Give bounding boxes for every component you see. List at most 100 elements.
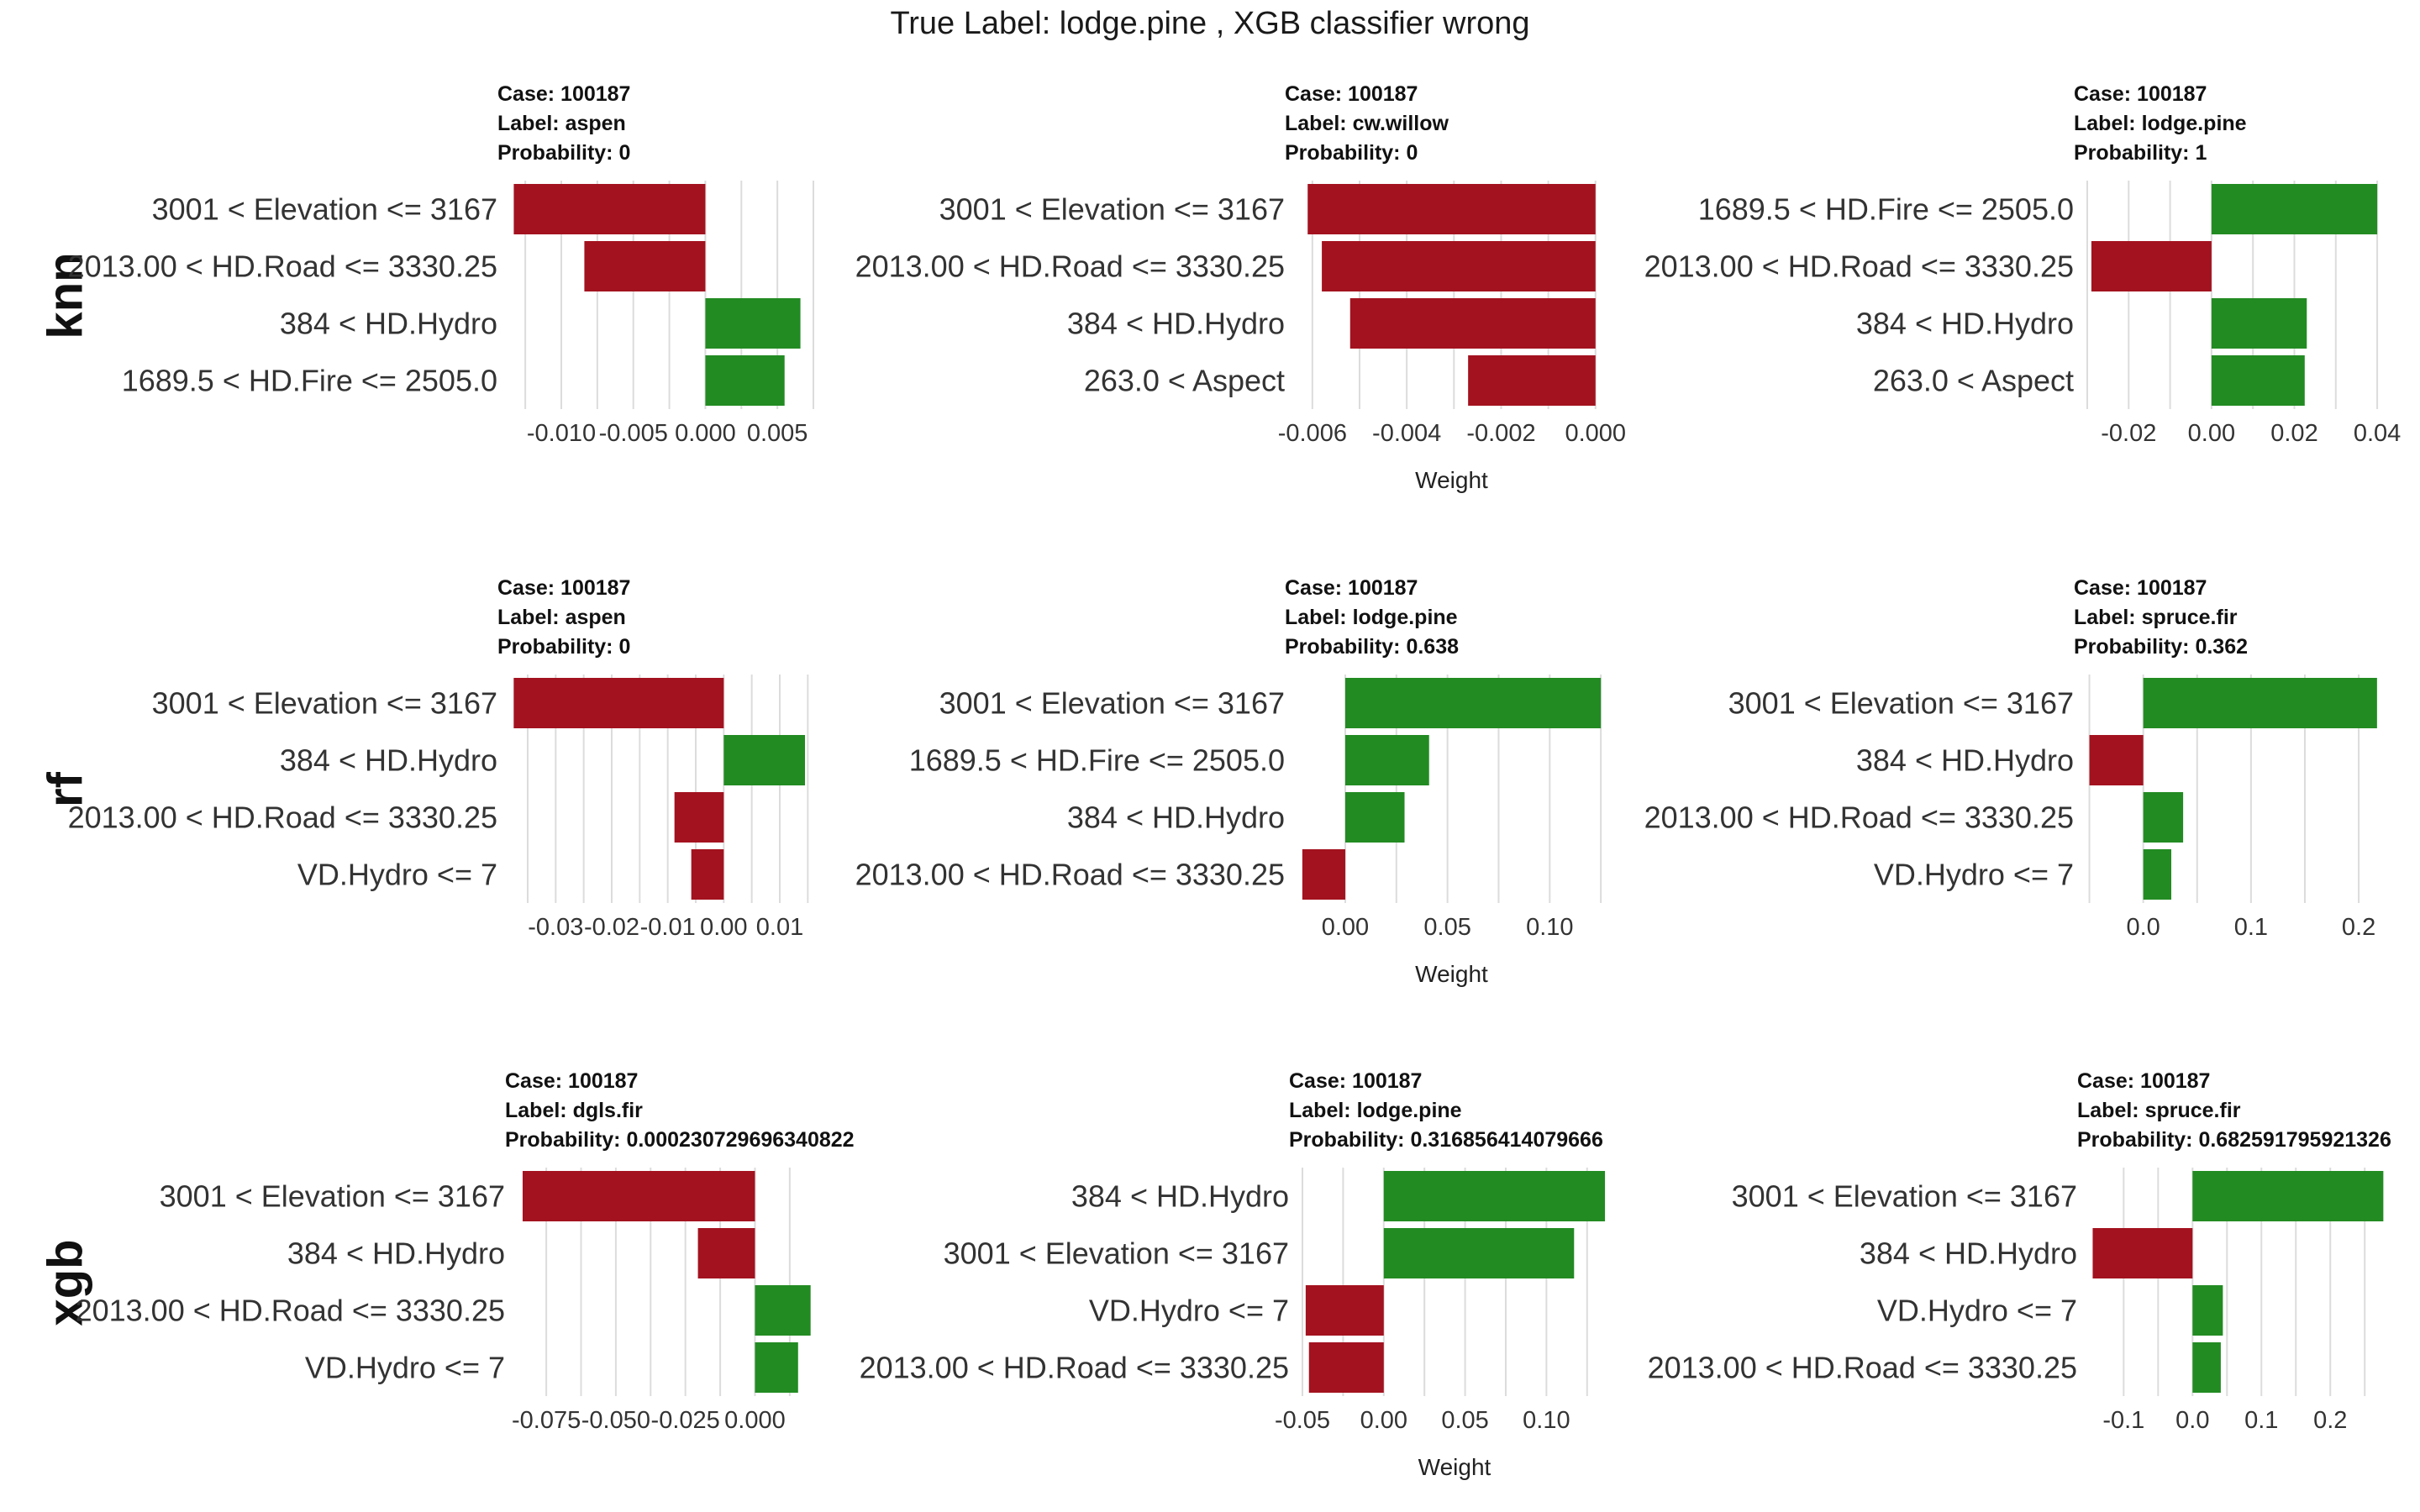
panel-probability-line: Probability: 0 [497,635,630,659]
feature-label: 1689.5 < HD.Fire <= 2505.0 [1698,192,2074,227]
feature-label: 3001 < Elevation <= 3167 [944,1236,1289,1271]
panel-case-line: Case: 100187 [2074,576,2207,600]
row-label-xgb: xgb [39,1239,93,1326]
bar-supports [755,1285,811,1336]
x-tick-label: -0.005 [599,420,668,447]
panel-label-line: Label: lodge.pine [2074,112,2247,135]
x-tick-label: -0.1 [2102,1407,2144,1434]
x-tick-label: 0.10 [1526,914,1573,941]
panel-case-line: Case: 100187 [497,576,630,600]
feature-label: 384 < HD.Hydro [1856,307,2074,341]
bar-supports [2143,849,2171,900]
bar-supports [723,735,805,785]
x-tick-label: 0.05 [1441,1407,1488,1434]
x-tick-label: 0.1 [2234,914,2268,941]
bar-supports [2143,678,2377,728]
panel-label-line: Label: spruce.fir [2077,1099,2241,1122]
x-tick-label: -0.004 [1372,420,1441,447]
feature-label: 3001 < Elevation <= 3167 [1732,1179,2077,1214]
x-tick-label: 0.2 [2342,914,2375,941]
feature-label: 1689.5 < HD.Fire <= 2505.0 [909,743,1285,778]
x-tick-label: -0.050 [581,1407,650,1434]
panel-case-line: Case: 100187 [1285,82,1418,106]
x-tick-label: -0.002 [1466,420,1535,447]
feature-label: 384 < HD.Hydro [280,743,497,778]
bar-supports [755,1342,798,1393]
panel-label-line: Label: dgls.fir [505,1099,643,1122]
feature-label: 2013.00 < HD.Road <= 3330.25 [1648,1351,2077,1385]
x-tick-label: -0.02 [2101,420,2156,447]
feature-label: 2013.00 < HD.Road <= 3330.25 [855,858,1285,892]
bar-contradicts [2092,1228,2193,1278]
panel-label-line: Label: lodge.pine [1285,606,1458,629]
bar-supports [2192,1285,2223,1336]
bar-supports [2143,792,2184,843]
feature-label: 2013.00 < HD.Road <= 3330.25 [855,249,1285,284]
bar-supports [2192,1342,2221,1393]
x-tick-label: 0.2 [2313,1407,2347,1434]
feature-label: 3001 < Elevation <= 3167 [939,192,1285,227]
x-axis-label: Weight [1418,1454,1491,1480]
bar-contradicts [674,792,724,843]
x-tick-label: 0.10 [1523,1407,1570,1434]
bar-supports [1383,1228,1575,1278]
panel-knn-1: Case: 100187 Label: aspen Probability: 0 30… [68,82,814,447]
x-axis-label: Weight [1415,467,1488,493]
panel-xgb-2: Case: 100187 Label: lodge.pine Probability… [860,1069,1606,1480]
x-tick-label: -0.05 [1275,1407,1330,1434]
panel-probability-line: Probability: 0.638 [1285,635,1459,659]
feature-label: 384 < HD.Hydro [287,1236,505,1271]
bar-supports [1344,792,1405,843]
bar-supports [2211,184,2378,234]
x-tick-label: 0.05 [1423,914,1470,941]
panel-probability-line: Probability: 0 [1285,141,1418,165]
bar-supports [1344,735,1429,785]
feature-label: 3001 < Elevation <= 3167 [152,686,497,721]
bar-contradicts [522,1171,755,1221]
panel-rf-3: Case: 100187 Label: spruce.fir Probability… [1644,576,2377,941]
feature-label: 2013.00 < HD.Road <= 3330.25 [860,1351,1289,1385]
x-tick-label: 0.01 [756,914,803,941]
x-tick-label: 0.00 [1322,914,1369,941]
bar-contradicts [513,678,724,728]
panel-case-line: Case: 100187 [505,1069,638,1093]
x-tick-label: 0.000 [675,420,736,447]
row-label-rf: rf [39,771,93,807]
feature-label: 384 < HD.Hydro [1856,743,2074,778]
x-tick-label: 0.000 [1565,420,1626,447]
feature-label: 384 < HD.Hydro [1067,801,1285,835]
bar-supports [705,355,785,406]
feature-label: 263.0 < Aspect [1873,364,2074,398]
panel-case-line: Case: 100187 [2074,82,2207,106]
x-tick-label: 0.005 [747,420,808,447]
feature-label: 1689.5 < HD.Fire <= 2505.0 [122,364,497,398]
bar-contradicts [1468,355,1596,406]
x-tick-label: -0.010 [527,420,596,447]
bar-contradicts [1305,1285,1384,1336]
x-tick-label: 0.00 [700,914,747,941]
bar-supports [2211,355,2305,406]
panel-probability-line: Probability: 1 [2074,141,2207,165]
panel-probability-line: Probability: 0 [497,141,630,165]
panel-xgb-1: Case: 100187 Label: dgls.fir Probability: … [76,1069,855,1434]
bar-contradicts [1308,1342,1384,1393]
x-tick-label: 0.02 [2270,420,2317,447]
x-tick-label: 0.00 [2188,420,2235,447]
x-tick-label: 0.0 [2127,914,2160,941]
figure-title: True Label: lodge.pine , XGB classifier … [890,6,1529,41]
x-tick-label: 0.1 [2244,1407,2278,1434]
feature-label: VD.Hydro <= 7 [1089,1294,1289,1328]
panel-case-line: Case: 100187 [1289,1069,1422,1093]
panel-label-line: Label: spruce.fir [2074,606,2238,629]
bar-contradicts [1302,849,1345,900]
feature-label: 3001 < Elevation <= 3167 [152,192,497,227]
bar-supports [705,298,801,349]
panel-probability-line: Probability: 0.000230729696340822 [505,1128,855,1152]
bar-contradicts [1322,241,1596,291]
panel-probability-line: Probability: 0.682591795921326 [2077,1128,2391,1152]
panel-rf-1: Case: 100187 Label: aspen Probability: 0 30… [68,576,809,941]
panel-label-line: Label: aspen [497,606,626,629]
bar-contradicts [697,1228,755,1278]
bar-contradicts [584,241,706,291]
